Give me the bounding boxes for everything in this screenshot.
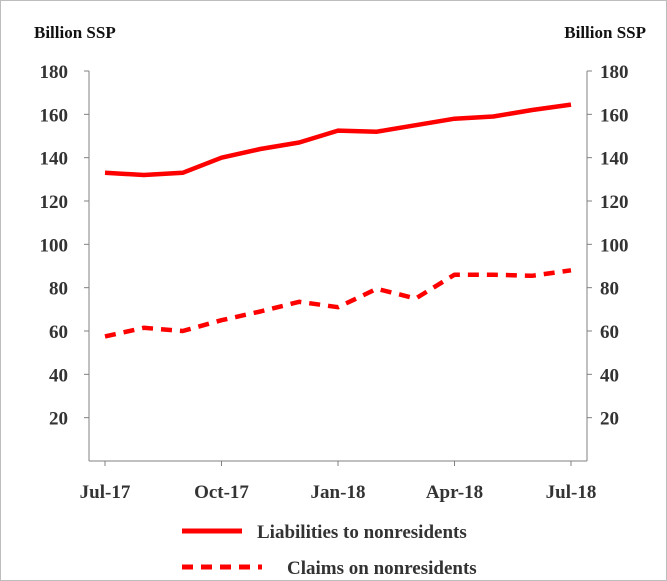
x-tick-label: Jan-18 xyxy=(311,482,366,503)
right-axis-unit-label: Billion SSP xyxy=(564,23,646,42)
axes: 20 20 40 40 60 60 80 80 100 100 120 120 140 140 160 160… xyxy=(40,62,629,503)
left-y-tick-label: 140 xyxy=(40,149,69,170)
series-line-liabilities xyxy=(104,102,572,178)
right-y-tick-label: 160 xyxy=(600,105,629,126)
right-y-tick-label: 180 xyxy=(600,62,629,83)
left-y-tick-label: 160 xyxy=(40,105,69,126)
x-tick-label: Apr-18 xyxy=(426,482,483,503)
right-y-tick-label: 40 xyxy=(600,365,619,386)
left-axis-unit-label: Billion SSP xyxy=(34,23,116,42)
right-y-tick-label: 120 xyxy=(600,192,629,213)
legend-label-claims: Claims on nonresidents xyxy=(287,558,477,579)
right-y-tick-label: 20 xyxy=(600,409,619,430)
x-tick-label: Oct-17 xyxy=(194,482,249,503)
legend: Liabilities to nonresidents Claims on no… xyxy=(182,522,477,579)
left-y-tick-label: 40 xyxy=(49,365,68,386)
legend-label-liabilities: Liabilities to nonresidents xyxy=(257,522,467,543)
left-y-tick-label: 180 xyxy=(40,62,69,83)
left-y-tick-label: 60 xyxy=(49,322,68,343)
left-y-tick-label: 120 xyxy=(40,192,69,213)
left-y-tick-label: 80 xyxy=(49,279,68,300)
left-y-tick-label: 20 xyxy=(49,409,68,430)
series-line-claims xyxy=(104,268,572,339)
series-layer xyxy=(104,102,572,339)
right-y-tick-label: 140 xyxy=(600,149,629,170)
right-y-tick-label: 100 xyxy=(600,235,629,256)
right-y-tick-label: 60 xyxy=(600,322,619,343)
right-y-tick-label: 80 xyxy=(600,279,619,300)
left-y-tick-label: 100 xyxy=(40,235,69,256)
x-tick-label: Jul-18 xyxy=(546,482,597,503)
x-tick-label: Jul-17 xyxy=(80,482,131,503)
